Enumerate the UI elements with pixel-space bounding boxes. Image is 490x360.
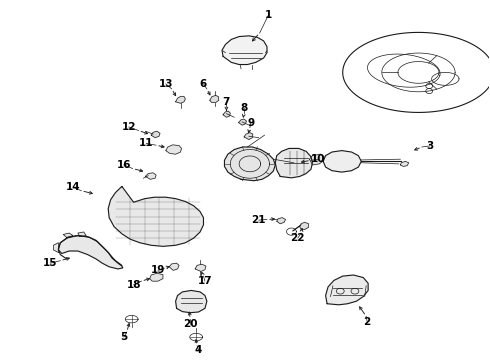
Polygon shape xyxy=(195,264,206,271)
Polygon shape xyxy=(63,233,73,237)
Polygon shape xyxy=(53,243,58,252)
Text: 12: 12 xyxy=(122,122,136,132)
Text: 6: 6 xyxy=(200,79,207,89)
Polygon shape xyxy=(151,131,160,138)
Polygon shape xyxy=(150,273,163,281)
Polygon shape xyxy=(58,235,123,269)
Text: 3: 3 xyxy=(426,141,433,151)
Text: 20: 20 xyxy=(183,319,197,329)
Text: 5: 5 xyxy=(120,332,127,342)
Polygon shape xyxy=(310,154,324,165)
Text: 8: 8 xyxy=(241,103,247,113)
Polygon shape xyxy=(244,133,253,139)
Text: 4: 4 xyxy=(195,345,202,355)
Polygon shape xyxy=(175,291,207,313)
Polygon shape xyxy=(239,119,246,125)
Text: 15: 15 xyxy=(43,258,58,268)
Polygon shape xyxy=(108,186,203,246)
Polygon shape xyxy=(326,275,368,305)
Text: 22: 22 xyxy=(291,233,305,243)
Text: 2: 2 xyxy=(364,317,371,327)
Polygon shape xyxy=(323,150,361,172)
Text: 10: 10 xyxy=(311,154,325,164)
Text: 18: 18 xyxy=(126,280,141,290)
Text: 11: 11 xyxy=(139,139,153,148)
Text: 17: 17 xyxy=(197,276,212,286)
Polygon shape xyxy=(166,145,181,154)
Text: 9: 9 xyxy=(247,118,254,128)
Text: 16: 16 xyxy=(117,160,131,170)
Text: 14: 14 xyxy=(66,182,80,192)
Polygon shape xyxy=(300,222,309,229)
Text: 1: 1 xyxy=(265,10,272,20)
Polygon shape xyxy=(78,232,86,237)
Text: 19: 19 xyxy=(151,265,165,275)
Polygon shape xyxy=(169,263,179,270)
Polygon shape xyxy=(222,36,267,64)
Polygon shape xyxy=(223,111,230,117)
Polygon shape xyxy=(275,148,313,178)
Polygon shape xyxy=(175,96,185,103)
Polygon shape xyxy=(224,147,275,181)
Polygon shape xyxy=(277,218,286,224)
Text: 13: 13 xyxy=(159,79,173,89)
Polygon shape xyxy=(210,95,219,103)
Text: 7: 7 xyxy=(223,97,230,107)
Text: 21: 21 xyxy=(251,215,266,225)
Polygon shape xyxy=(400,161,409,166)
Polygon shape xyxy=(146,173,156,179)
